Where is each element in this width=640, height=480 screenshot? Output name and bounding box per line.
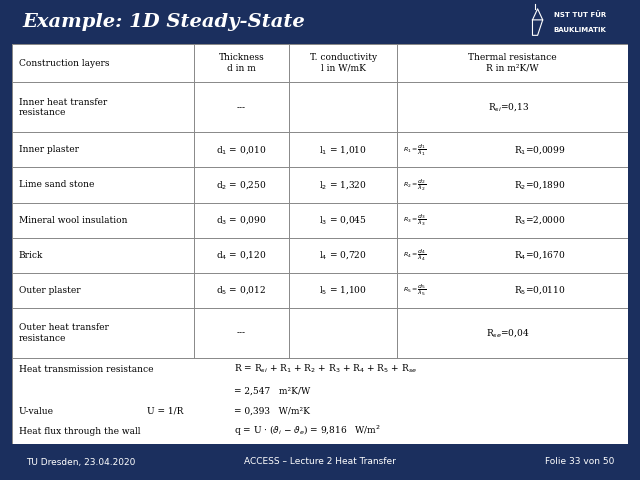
Text: = 2,547   m²K/W: = 2,547 m²K/W	[234, 386, 310, 395]
Text: Brick: Brick	[19, 251, 44, 260]
Text: R$_2$=0,1890: R$_2$=0,1890	[515, 179, 566, 191]
Text: $R_{1}=\dfrac{d_{1}}{\lambda_{1}}$: $R_{1}=\dfrac{d_{1}}{\lambda_{1}}$	[403, 142, 427, 158]
Text: = 0,393   W/m²K: = 0,393 W/m²K	[234, 407, 310, 416]
Text: R$_3$=2,0000: R$_3$=2,0000	[515, 214, 566, 226]
Text: l$_2$ = 1,320: l$_2$ = 1,320	[319, 179, 367, 191]
Text: l$_3$ = 0,045: l$_3$ = 0,045	[319, 214, 367, 226]
Text: $R_{4}=\dfrac{d_{4}}{\lambda_{4}}$: $R_{4}=\dfrac{d_{4}}{\lambda_{4}}$	[403, 247, 427, 263]
Text: $R_{3}=\dfrac{d_{3}}{\lambda_{3}}$: $R_{3}=\dfrac{d_{3}}{\lambda_{3}}$	[403, 212, 427, 228]
Text: U = 1/R: U = 1/R	[147, 407, 184, 416]
Text: ---: ---	[237, 103, 246, 112]
Text: Construction layers: Construction layers	[19, 59, 109, 68]
Text: Outer plaster: Outer plaster	[19, 286, 81, 295]
Text: R$_5$=0,0110: R$_5$=0,0110	[515, 284, 566, 296]
Text: BAUKLIMATIK: BAUKLIMATIK	[554, 27, 607, 33]
Text: NST TUT FÜR: NST TUT FÜR	[554, 11, 606, 18]
Text: Thermal resistance
R in m²K/W: Thermal resistance R in m²K/W	[468, 53, 557, 73]
Text: R$_1$=0,0099: R$_1$=0,0099	[515, 144, 566, 156]
Text: d$_4$ = 0,120: d$_4$ = 0,120	[216, 249, 267, 261]
Text: d$_2$ = 0,250: d$_2$ = 0,250	[216, 179, 267, 191]
Text: Folie 33 von 50: Folie 33 von 50	[545, 457, 614, 467]
Text: Inner plaster: Inner plaster	[19, 145, 79, 155]
Text: Inner heat transfer
resistance: Inner heat transfer resistance	[19, 97, 107, 117]
Text: R = R$_{si}$ + R$_1$ + R$_2$ + R$_3$ + R$_4$ + R$_5$ + R$_{se}$: R = R$_{si}$ + R$_1$ + R$_2$ + R$_3$ + R…	[234, 363, 417, 375]
Text: Outer heat transfer
resistance: Outer heat transfer resistance	[19, 323, 109, 343]
Text: l$_5$ = 1,100: l$_5$ = 1,100	[319, 284, 367, 296]
Text: d$_3$ = 0,090: d$_3$ = 0,090	[216, 214, 267, 226]
Text: Thickness
d in m: Thickness d in m	[218, 53, 264, 73]
Text: d$_5$ = 0,012: d$_5$ = 0,012	[216, 284, 266, 296]
Text: Example: 1D Steady-State: Example: 1D Steady-State	[22, 13, 305, 31]
Text: ACCESS – Lecture 2 Heat Transfer: ACCESS – Lecture 2 Heat Transfer	[244, 457, 396, 467]
Text: Heat flux through the wall: Heat flux through the wall	[19, 427, 140, 436]
Text: R$_4$=0,1670: R$_4$=0,1670	[515, 249, 566, 261]
Text: TU Dresden, 23.04.2020: TU Dresden, 23.04.2020	[26, 457, 135, 467]
Text: U-value: U-value	[19, 407, 54, 416]
Text: l$_1$ = 1,010: l$_1$ = 1,010	[319, 144, 367, 156]
Text: Lime sand stone: Lime sand stone	[19, 180, 94, 190]
Text: l$_4$ = 0,720: l$_4$ = 0,720	[319, 249, 367, 261]
Text: $R_{5}=\dfrac{d_{5}}{\lambda_{5}}$: $R_{5}=\dfrac{d_{5}}{\lambda_{5}}$	[403, 282, 427, 298]
Text: R$_{si}$=0,13: R$_{si}$=0,13	[488, 101, 529, 113]
Text: T. conductivity
l in W/mK: T. conductivity l in W/mK	[310, 53, 377, 73]
Text: Mineral wool insulation: Mineral wool insulation	[19, 216, 127, 225]
Text: $R_{2}=\dfrac{d_{2}}{\lambda_{2}}$: $R_{2}=\dfrac{d_{2}}{\lambda_{2}}$	[403, 177, 427, 193]
Text: q = U $\cdot$ ($\vartheta_i$ $-$ $\vartheta_e$) = 9,816   W/m$^2$: q = U $\cdot$ ($\vartheta_i$ $-$ $\varth…	[234, 424, 380, 438]
Text: d$_1$ = 0,010: d$_1$ = 0,010	[216, 144, 267, 156]
Text: R$_{se}$=0,04: R$_{se}$=0,04	[486, 327, 530, 339]
Text: ---: ---	[237, 328, 246, 337]
Text: Heat transmission resistance: Heat transmission resistance	[19, 365, 154, 374]
